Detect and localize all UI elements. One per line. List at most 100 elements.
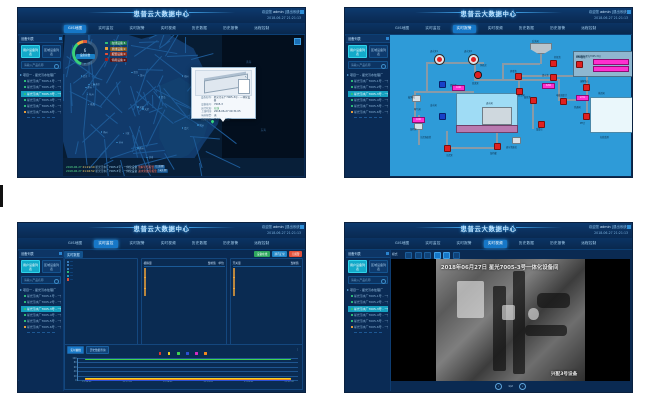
nav-item-1[interactable]: 实时监控 [425,26,441,30]
nav-item-3[interactable]: 实时视频 [483,239,507,248]
valve-icon[interactable] [576,61,583,68]
nav-item-0[interactable]: GIS地图 [64,24,87,33]
nav-item-1[interactable]: 实时监控 [425,241,441,245]
sidebar-item-1[interactable]: 星光污水厂7005-2号 - 一体化设备 [21,299,61,305]
nav-item-4[interactable]: 历史数据 [518,26,535,30]
nav-item-5[interactable]: 历史报警 [550,241,566,245]
table-row[interactable] [143,289,225,292]
table-row[interactable] [143,291,225,294]
search-icon[interactable] [53,63,59,69]
search-input[interactable]: 请输入产品名称 [24,278,44,283]
sidebar-item-2[interactable]: 星光污水厂7005-3号 - 一体化设备 [21,305,61,312]
search-input[interactable]: 请输入产品名称 [351,278,371,283]
nav-item-0[interactable]: GIS地图 [395,26,410,30]
valve-icon[interactable] [538,121,545,128]
sidebar-item-2[interactable]: 星光污水厂7005-3号 - 一体化设备 [21,90,61,97]
expand-icon[interactable]: ↖ [244,75,247,79]
ticker-row-0[interactable]: 2018-06-27 21:21:10 星光污水厂7005-2号 - 一体化设备… [66,165,301,169]
table-row[interactable] [232,293,301,297]
chart-legend-item-2[interactable] [176,352,181,355]
tree-root[interactable]: 项目一 - 星光污水处理厂 [347,72,388,78]
layout-3x3-icon[interactable] [424,251,431,259]
table-row[interactable] [143,287,225,290]
sidebar-item-4[interactable]: 星光污水厂7005-5号 - 一体化设备 [348,103,388,109]
chart-legend-item-3[interactable] [186,352,190,355]
chart-tab-1[interactable]: 历史数据查询 [86,346,109,354]
chevron-left-icon[interactable]: ‹ [495,382,503,390]
sidebar-tab-1[interactable]: 区域设备列表 [42,260,61,274]
nav-item-4[interactable]: 历史数据 [191,241,208,245]
table-row[interactable] [232,267,301,270]
nav-item-2[interactable]: 实时报警 [452,24,476,33]
nav-item-3[interactable]: 实时视频 [160,241,176,245]
sidebar-item-0[interactable]: 星光污水厂7005-1号 - 一体化设备 [348,78,388,84]
valve-icon[interactable] [515,73,522,80]
sidebar-tab-0[interactable]: 用户设备列表 [348,260,367,274]
legend-item-2[interactable]: 报警设备 0 [105,52,128,57]
table-row[interactable] [232,276,301,279]
sidebar-tab-0[interactable]: 用户设备列表 [21,260,40,274]
logout-link[interactable]: [退出系统] [611,224,628,229]
logout-link[interactable]: [退出系统] [284,224,301,229]
record-icon[interactable] [452,251,460,259]
device-popup-card[interactable]: ↖ 设备名称: 星光污水厂7005-3号 - 一体化设备 设备编号: 7005-3 运行… [191,67,256,122]
search-icon[interactable] [53,278,59,284]
collapse-icon[interactable] [58,251,62,255]
chart-tab-0[interactable]: 实时曲线 [67,346,85,354]
sidebar-tab-1[interactable]: 区域设备列表 [42,45,61,59]
logout-link[interactable]: [退出系统] [611,9,628,14]
table-row[interactable] [143,280,225,283]
nav-item-3[interactable]: 实时视频 [487,26,503,30]
fullscreen-icon[interactable] [433,251,441,259]
sidebar-search[interactable]: 请输入产品名称 [348,61,388,70]
sidebar-item-1[interactable]: 星光污水厂7005-2号 - 一体化设备 [21,84,61,90]
valve-icon[interactable] [550,60,557,67]
table-row[interactable] [143,285,225,288]
table-row[interactable] [143,278,225,281]
chart-legend-item-0[interactable] [158,352,163,355]
sidebar-tab-1[interactable]: 区域设备列表 [369,260,388,274]
video-stage[interactable]: 2018年06月27日 星光7005-3号一体化设备间 兴配3号设备 [391,259,630,381]
sidebar-item-0[interactable]: 星光污水厂7005-1号 - 一体化设备 [348,293,388,299]
sidebar-item-2[interactable]: 星光污水厂7005-3号 - 一体化设备 [348,90,388,97]
table-row[interactable] [232,285,301,288]
sidebar-tab-0[interactable]: 用户设备列表 [348,45,367,59]
close-icon[interactable] [294,38,301,45]
tree-root[interactable]: 项目一 - 星光污水处理厂 [347,287,388,293]
process-flow-diagram[interactable]: 实时数据(星光7005-3号) [390,35,632,176]
sidebar-search[interactable]: 请输入产品名称 [21,61,61,70]
legend-item-3[interactable]: 停用设备 0 [105,57,128,62]
table-row[interactable] [143,283,225,286]
ticker-row-1[interactable]: 2018-06-27 21:04:52 星光污水厂7005-5号 - 一体化设备… [66,169,301,173]
sidebar-item-0[interactable]: 星光污水厂7005-1号 - 一体化设备 [21,293,61,299]
valve-icon[interactable] [439,113,446,120]
search-icon[interactable] [380,63,386,69]
sidebar-item-3[interactable]: 星光污水厂7005-4号 - 一体化设备 [348,97,388,103]
sidebar-item-5[interactable]: 星光污水厂7005-6号 - 一体化设备 [348,109,388,115]
valve-icon[interactable] [583,84,590,91]
table-row[interactable] [232,280,301,283]
valve-icon[interactable] [494,143,501,150]
sidebar-tab-0[interactable]: 用户设备列表 [21,45,40,59]
search-input[interactable]: 请输入产品名称 [24,63,44,68]
chart-legend-item-4[interactable] [195,352,199,355]
nav-item-2[interactable]: 实时报警 [456,241,472,245]
valve-icon[interactable] [530,97,537,104]
legend-item-0[interactable]: 在线设备 6 [105,41,128,45]
sidebar-item-1[interactable]: 星光污水厂7005-2号 - 一体化设备 [348,299,388,305]
sidebar-search[interactable]: 请输入产品名称 [21,276,61,285]
valve-icon[interactable] [560,98,567,105]
sidebar-search[interactable]: 请输入产品名称 [348,276,388,285]
tree-root[interactable]: 项目一 - 星光污水处理厂 [20,287,61,293]
sidebar-tab-1[interactable]: 区域设备列表 [369,45,388,59]
valve-icon[interactable] [583,113,590,120]
logout-link[interactable]: [退出系统] [284,9,301,14]
nav-item-6[interactable]: 远程控制 [254,26,270,30]
chevron-right-icon[interactable]: › [518,382,526,390]
more-menu-icon[interactable]: ⋮ [296,347,299,351]
nav-item-1[interactable]: 实时监控 [98,26,114,30]
chart-legend-item-1[interactable] [167,352,172,355]
table-row[interactable] [143,269,225,273]
valve-icon[interactable] [516,88,523,95]
table-row[interactable] [232,291,301,294]
